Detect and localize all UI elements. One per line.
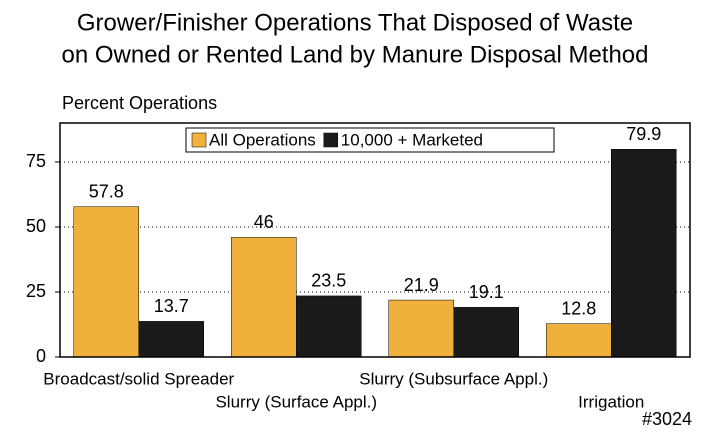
value-label: 46 (254, 212, 274, 232)
value-label: 12.8 (561, 298, 596, 318)
value-label: 19.1 (469, 282, 504, 302)
legend-label: 10,000 + Marketed (341, 130, 483, 149)
y-tick-label: 75 (26, 151, 46, 171)
value-label: 57.8 (89, 181, 124, 201)
value-label: 79.9 (626, 124, 661, 144)
chart-title: on Owned or Rented Land by Manure Dispos… (61, 41, 648, 68)
x-tick-label: Slurry (Subsurface Appl.) (359, 369, 548, 388)
x-tick-label: Irrigation (578, 392, 644, 411)
legend-swatch (191, 132, 207, 148)
value-label: 13.7 (154, 296, 189, 316)
x-tick-label: Broadcast/solid Spreader (43, 369, 234, 388)
bar (296, 295, 362, 358)
bar (611, 149, 677, 358)
bar (388, 299, 454, 358)
y-axis-label: Percent Operations (62, 93, 217, 113)
chart-title: Grower/Finisher Operations That Disposed… (77, 9, 633, 36)
y-tick-label: 50 (26, 216, 46, 236)
bar (546, 323, 612, 358)
bar (73, 206, 139, 358)
bar (453, 307, 519, 358)
y-tick-label: 0 (36, 346, 46, 366)
legend-label: All Operations (209, 130, 316, 149)
y-tick-label: 25 (26, 281, 46, 301)
bar (138, 321, 204, 358)
legend-swatch (323, 132, 339, 148)
bar (231, 237, 297, 358)
legend-box (185, 127, 555, 153)
value-label: 21.9 (404, 275, 439, 295)
footnote: #3024 (642, 409, 692, 429)
value-label: 23.5 (311, 271, 346, 291)
x-tick-label: Slurry (Surface Appl.) (215, 392, 377, 411)
plot-frame (59, 122, 691, 358)
